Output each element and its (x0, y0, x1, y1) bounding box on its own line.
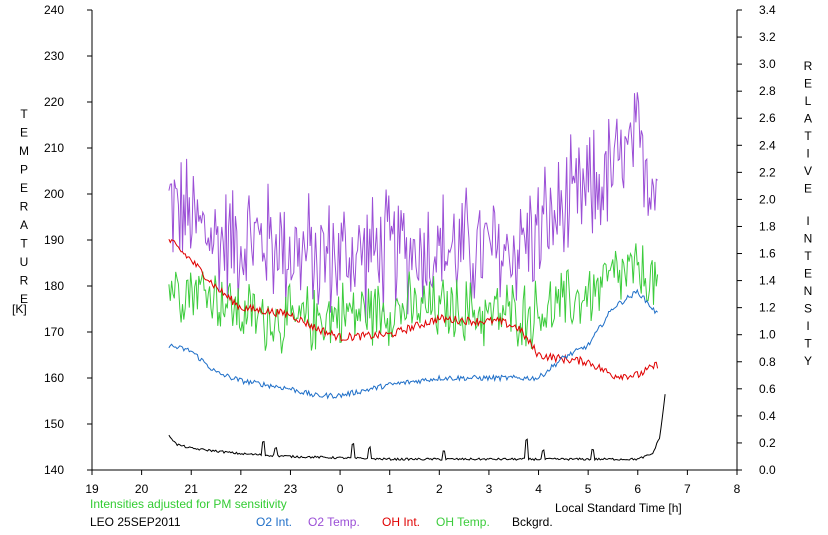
legend-bckgrd: Bckgrd. (512, 515, 553, 529)
left-axis-unit: [K] (12, 302, 27, 316)
left-axis-letter: T (20, 237, 28, 251)
right-tick-label: 1.2 (759, 301, 776, 315)
right-axis-letter: L (805, 94, 812, 108)
x-tick-label: 0 (337, 482, 344, 496)
right-tick-label: 0.0 (759, 463, 776, 477)
series-line-bckgrd (168, 394, 666, 462)
right-axis-letter: T (804, 249, 812, 263)
right-tick-label: 2.8 (759, 84, 776, 98)
x-tick-label: 3 (486, 482, 493, 496)
left-tick-label: 220 (44, 95, 64, 109)
left-axis-letter: E (20, 292, 28, 306)
right-axis-letter: T (804, 129, 812, 143)
left-axis-letter: U (20, 255, 29, 269)
x-tick-label: 22 (234, 482, 248, 496)
x-tick-label: 2 (436, 482, 443, 496)
right-axis-letter: T (804, 337, 812, 351)
right-axis-letter: V (804, 164, 812, 178)
right-axis-letter: I (806, 147, 809, 161)
legend-o2-int: O2 Int. (256, 515, 292, 529)
right-tick-label: 2.4 (759, 138, 776, 152)
right-tick-label: 2.2 (759, 165, 776, 179)
right-tick-label: 3.2 (759, 30, 776, 44)
right-axis-letter: N (804, 284, 813, 298)
left-tick-label: 170 (44, 325, 64, 339)
station-label: LEO 25SEP2011 (90, 515, 181, 529)
x-tick-label: 8 (734, 482, 741, 496)
legend-oh-temp: OH Temp. (436, 515, 490, 529)
x-axis-label: Local Standard Time [h] (555, 501, 682, 515)
right-tick-label: 0.6 (759, 382, 776, 396)
right-tick-label: 2.0 (759, 192, 776, 206)
right-axis-letter: S (804, 302, 812, 316)
x-tick-label: 5 (585, 482, 592, 496)
left-tick-label: 210 (44, 141, 64, 155)
x-tick-label: 21 (185, 482, 199, 496)
right-axis-letter: I (806, 214, 809, 228)
left-tick-label: 180 (44, 279, 64, 293)
left-tick-label: 240 (44, 3, 64, 17)
ticks-layer: 19 20 21 22 23 0 1 2 3 4 5 6 7 8140150160170180190200… (44, 3, 776, 496)
series-layer (168, 92, 666, 462)
x-tick-label: 6 (634, 482, 641, 496)
left-axis-letter: M (19, 144, 29, 158)
right-tick-label: 0.8 (759, 355, 776, 369)
x-tick-label: 7 (684, 482, 691, 496)
left-axis-letter: E (20, 181, 28, 195)
legend: O2 Int. O2 Temp. OH Int. OH Temp. Bckgrd… (256, 515, 553, 529)
right-axis-letter: I (806, 319, 809, 333)
left-tick-label: 190 (44, 233, 64, 247)
left-axis-letter: A (20, 218, 28, 232)
right-tick-label: 1.6 (759, 247, 776, 261)
x-tick-label: 1 (386, 482, 393, 496)
left-axis-letter: P (20, 163, 28, 177)
right-tick-label: 3.0 (759, 57, 776, 71)
right-tick-label: 1.0 (759, 328, 776, 342)
left-tick-label: 150 (44, 417, 64, 431)
right-axis-letter: N (804, 232, 813, 246)
right-axis-letter: E (804, 182, 812, 196)
x-tick-label: 4 (535, 482, 542, 496)
series-line-oh-temp (168, 243, 659, 354)
left-axis-letter: E (20, 126, 28, 140)
right-tick-label: 1.8 (759, 219, 776, 233)
series-line-o2-int (168, 288, 658, 400)
sensitivity-note: Intensities adjusted for PM sensitivity (90, 497, 287, 511)
series-line-o2-temp (168, 92, 658, 323)
legend-oh-int: OH Int. (382, 515, 420, 529)
left-tick-label: 200 (44, 187, 64, 201)
left-tick-label: 140 (44, 463, 64, 477)
left-axis-letter: T (20, 107, 28, 121)
x-tick-label: 19 (85, 482, 99, 496)
right-tick-label: 2.6 (759, 111, 776, 125)
left-axis-letter: R (20, 200, 29, 214)
right-axis-letter: E (804, 77, 812, 91)
right-axis-letter: R (804, 59, 813, 73)
left-axis-letter: R (20, 274, 29, 288)
left-tick-label: 160 (44, 371, 64, 385)
x-tick-label: 23 (284, 482, 298, 496)
right-axis-letter: E (804, 267, 812, 281)
series-line-oh-int (168, 238, 659, 381)
right-axis-letter: Y (804, 354, 812, 368)
x-tick-label: 20 (135, 482, 149, 496)
right-tick-label: 0.4 (759, 409, 776, 423)
legend-o2-temp: O2 Temp. (308, 515, 360, 529)
right-tick-label: 0.2 (759, 436, 776, 450)
right-tick-label: 1.4 (759, 274, 776, 288)
right-axis-letter: A (804, 112, 812, 126)
left-tick-label: 230 (44, 49, 64, 63)
right-tick-label: 3.4 (759, 3, 776, 17)
